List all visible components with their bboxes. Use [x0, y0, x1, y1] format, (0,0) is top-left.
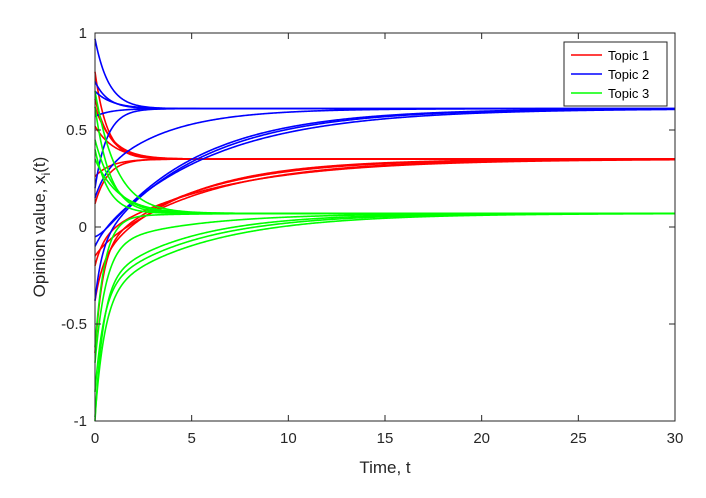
y-tick-label-1: -0.5 — [61, 316, 87, 333]
y-tick-label-4: 1 — [79, 25, 87, 42]
series-3-curve-6 — [94, 212, 675, 348]
x-tick-label-3: 15 — [377, 430, 394, 447]
y-axis-title-subscript: i — [39, 173, 53, 176]
series-1-curve-10 — [94, 158, 675, 354]
y-axis-title-main: Opinion value, x — [30, 175, 49, 297]
x-tick-label-5: 25 — [570, 430, 587, 447]
legend-label-2: Topic 2 — [608, 67, 649, 82]
series-2-curve-6 — [94, 107, 675, 199]
x-tick-label-2: 10 — [280, 430, 297, 447]
series-3-curve-3 — [94, 139, 675, 215]
series-1-curve-3 — [94, 106, 675, 160]
series-2-curve-9 — [94, 108, 676, 301]
x-axis-title: Time, t — [359, 458, 411, 477]
series-3-curve-8 — [94, 212, 675, 392]
axis-ticks: 0 5 10 15 20 25 30 -1 -0.5 0 0.5 1 — [61, 25, 683, 447]
y-tick-label-2: 0 — [79, 219, 87, 236]
series-1-curve-4 — [94, 125, 675, 160]
series-3-curve-10 — [94, 212, 675, 422]
series-3-curve-7 — [94, 212, 676, 363]
series-1-curve-9 — [94, 158, 675, 301]
series-1-curve-8 — [94, 158, 675, 267]
x-tick-label-0: 0 — [91, 430, 99, 447]
y-tick-label-0: -1 — [74, 413, 87, 430]
series-curves — [94, 38, 676, 422]
x-tick-label-4: 20 — [473, 430, 490, 447]
series-1-curve-7 — [94, 158, 676, 257]
x-tick-label-1: 5 — [187, 430, 195, 447]
legend-label-3: Topic 3 — [608, 86, 649, 101]
x-tick-label-6: 30 — [667, 430, 684, 447]
legend-label-1: Topic 1 — [608, 48, 649, 63]
y-axis-title: Opinion value, xi(t) — [30, 157, 53, 298]
y-axis-title-suffix: (t) — [30, 157, 49, 173]
y-tick-label-3: 0.5 — [66, 122, 87, 139]
legend: Topic 1 Topic 2 Topic 3 — [563, 41, 668, 107]
series-2-curve-5 — [94, 107, 675, 189]
